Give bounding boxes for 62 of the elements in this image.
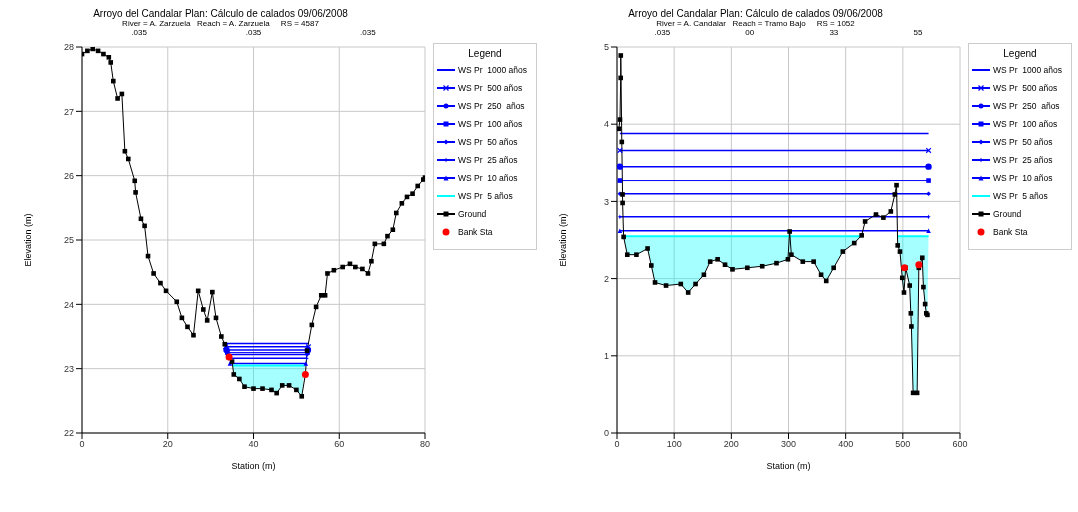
y-tick-label: 1 — [603, 350, 609, 361]
y-tick-label: 23 — [63, 363, 74, 374]
legend-title: Legend — [467, 48, 503, 59]
legend-label: Ground — [993, 209, 1022, 219]
x-tick-label: 600 — [952, 439, 968, 450]
y-tick-label: 22 — [63, 428, 74, 439]
text: .035 — [245, 28, 262, 39]
chart-subtitle: River = A. Candalar Reach = Tramo Bajo RS = 1052 — [655, 19, 856, 28]
legend-label: Bank Sta — [458, 227, 493, 237]
y-tick-label: 24 — [63, 299, 74, 310]
x-axis-title: Station (m) — [231, 461, 276, 471]
chart-subtitle: River = A. Zarzuela Reach = A. Zarzuela RS = 4587 — [121, 19, 320, 28]
legend-label: Ground — [458, 209, 487, 219]
text: .035 — [131, 28, 147, 39]
legend-label: Bank Sta — [993, 227, 1028, 237]
text: 00 — [745, 28, 755, 39]
legend-label: WS Pr 250 años — [458, 101, 525, 111]
x-tick-label: 400 — [838, 439, 854, 450]
legend-label: WS Pr 10 años — [993, 173, 1053, 183]
x-tick-label: 60 — [334, 439, 345, 450]
legend-label: WS Pr 50 años — [993, 137, 1053, 147]
text: 33 — [829, 28, 839, 39]
legend-label: WS Pr 10 años — [458, 173, 518, 183]
legend-label: WS Pr 100 años — [993, 119, 1058, 129]
chart-title: Arroyo del Candalar Plan: Cálculo de calados 09/06/2008 — [92, 8, 349, 19]
legend-label: WS Pr 100 años — [458, 119, 523, 129]
x-tick-label: 500 — [895, 439, 911, 450]
x-tick-label: 0 — [614, 439, 620, 450]
y-axis-title: Elevation (m) — [558, 213, 569, 267]
y-tick-label: 28 — [63, 42, 74, 53]
legend-label: WS Pr 1000 años — [993, 65, 1062, 75]
legend-label: WS Pr 25 años — [458, 155, 518, 165]
legend-label: WS Pr 5 años — [458, 191, 513, 201]
text: .035 — [654, 28, 671, 39]
legend-label: WS Pr 250 años — [993, 101, 1060, 111]
text: 55 — [913, 28, 923, 39]
y-tick-label: 3 — [603, 196, 609, 207]
x-tick-label: 200 — [723, 439, 739, 450]
legend-label: WS Pr 25 años — [993, 155, 1053, 165]
x-axis-title: Station (m) — [766, 461, 811, 471]
y-tick-label: 2 — [603, 273, 609, 284]
y-tick-label: 0 — [603, 428, 609, 439]
x-tick-label: 20 — [162, 439, 173, 450]
legend-label: WS Pr 1000 años — [458, 65, 527, 75]
legend-label: WS Pr 500 años — [458, 83, 523, 93]
chart-title: Arroyo del Candalar Plan: Cálculo de calados 09/06/2008 — [627, 8, 884, 19]
x-tick-label: 100 — [666, 439, 682, 450]
y-axis-title: Elevation (m) — [23, 213, 34, 267]
y-tick-label: 25 — [63, 235, 74, 246]
x-tick-label: 40 — [248, 439, 259, 450]
y-tick-label: 5 — [603, 42, 609, 53]
x-tick-label: 0 — [79, 439, 85, 450]
x-tick-label: 300 — [780, 439, 797, 450]
y-tick-label: 4 — [603, 119, 609, 130]
y-tick-label: 27 — [63, 106, 74, 117]
legend-label: WS Pr 50 años — [458, 137, 518, 147]
legend-title: Legend — [1002, 48, 1038, 59]
x-tick-label: 80 — [419, 439, 431, 450]
text: .035 — [360, 28, 376, 39]
legend-label: WS Pr 500 años — [993, 83, 1058, 93]
y-tick-label: 26 — [63, 170, 74, 181]
legend-label: WS Pr 5 años — [993, 191, 1048, 201]
